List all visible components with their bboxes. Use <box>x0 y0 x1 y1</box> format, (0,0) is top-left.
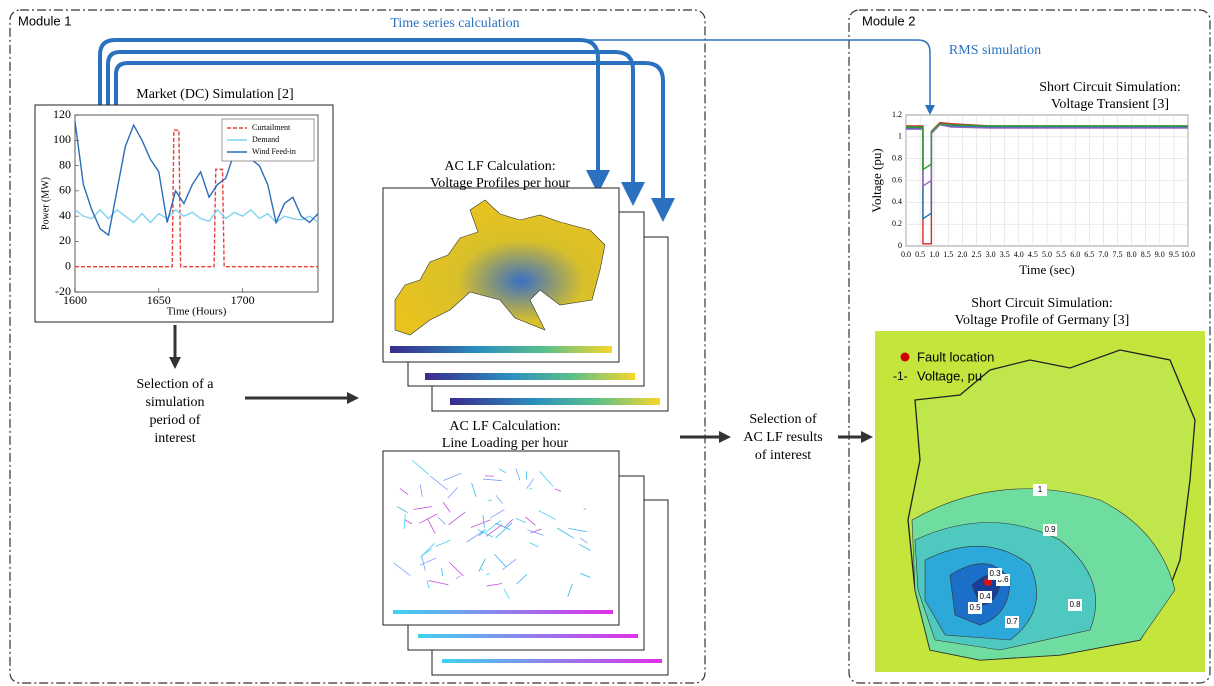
contour-label: 0.8 <box>1069 600 1081 609</box>
x-tick-label: 7.0 <box>1098 250 1108 259</box>
x-tick-label: 6.0 <box>1070 250 1080 259</box>
y-tick-label: 100 <box>53 132 71 146</box>
stack-title: Voltage Profiles per hour <box>430 176 570 191</box>
y-tick-label: 1 <box>898 132 902 141</box>
chart-title: Market (DC) Simulation [2] <box>136 87 293 102</box>
x-tick-label: 6.5 <box>1084 250 1094 259</box>
legend-label: Curtailment <box>252 123 291 132</box>
colorbar <box>442 659 662 663</box>
colorbar <box>450 398 660 405</box>
contour-label: 1 <box>1038 485 1043 494</box>
x-tick-label: 10.0 <box>1181 250 1195 259</box>
legend-label: Wind Feed-in <box>252 147 296 156</box>
map-title: Voltage Profile of Germany [3] <box>955 313 1130 328</box>
colorbar <box>390 346 612 353</box>
x-tick-label: 1700 <box>231 293 255 307</box>
x-tick-label: 2.0 <box>957 250 967 259</box>
contour-label: 0.7 <box>1006 617 1018 626</box>
x-tick-label: 0.5 <box>915 250 925 259</box>
step-text: simulation <box>145 395 204 410</box>
colorbar <box>418 634 638 638</box>
legend-text: Fault location <box>917 349 994 364</box>
y-axis-label: Voltage (pu) <box>869 148 884 212</box>
x-tick-label: 1.5 <box>943 250 953 259</box>
step-text: Selection of <box>749 412 817 427</box>
x-tick-label: 3.0 <box>986 250 996 259</box>
x-tick-label: 9.0 <box>1155 250 1165 259</box>
y-tick-label: 40 <box>59 208 71 222</box>
step-text: of interest <box>755 448 811 463</box>
step-text: interest <box>154 431 195 446</box>
x-tick-label: 5.5 <box>1056 250 1066 259</box>
diagram: Module 1 Module 2 Time series calculatio… <box>0 0 1214 686</box>
map-frame <box>383 451 619 625</box>
legend-text: Voltage, pu <box>917 368 982 383</box>
y-tick-label: 80 <box>59 157 71 171</box>
x-tick-label: 2.5 <box>972 250 982 259</box>
legend-marker <box>901 353 910 362</box>
map-title: Short Circuit Simulation: <box>971 296 1113 311</box>
x-tick-label: 1.0 <box>929 250 939 259</box>
x-tick-label: 8.0 <box>1127 250 1137 259</box>
colorbar <box>425 373 635 380</box>
chart-title: Short Circuit Simulation: <box>1039 80 1181 95</box>
y-tick-label: 20 <box>59 233 71 247</box>
arrow-label: RMS simulation <box>949 43 1041 58</box>
x-tick-label: 1600 <box>63 293 87 307</box>
x-tick-label: 4.0 <box>1014 250 1024 259</box>
y-tick-label: 0.2 <box>892 219 902 228</box>
chart-title: Voltage Transient [3] <box>1051 97 1169 112</box>
x-tick-label: 7.5 <box>1113 250 1123 259</box>
contour-label: 0.3 <box>989 569 1001 578</box>
x-tick-label: 0.0 <box>901 250 911 259</box>
stack-title: AC LF Calculation: <box>449 419 560 434</box>
y-tick-label: 0.6 <box>892 175 902 184</box>
stack-title: Line Loading per hour <box>442 436 569 451</box>
colorbar <box>393 610 613 614</box>
step-text: Selection of a <box>137 377 215 392</box>
module-label: Module 1 <box>18 13 71 28</box>
contour-label: 0.4 <box>979 592 991 601</box>
x-tick-label: 4.5 <box>1028 250 1038 259</box>
y-tick-label: 1.2 <box>892 110 902 119</box>
y-tick-label: 0.8 <box>892 153 902 162</box>
x-axis-label: Time (Hours) <box>167 306 227 318</box>
contour-label: 0.5 <box>969 603 981 612</box>
x-tick-label: 9.5 <box>1169 250 1179 259</box>
y-tick-label: 0.4 <box>892 197 902 206</box>
x-tick-label: 8.5 <box>1141 250 1151 259</box>
y-tick-label: 0 <box>65 258 71 272</box>
y-tick-label: 60 <box>59 183 71 197</box>
y-axis-label: Power (MW) <box>40 177 51 230</box>
x-tick-label: 5.0 <box>1042 250 1052 259</box>
stack-title: AC LF Calculation: <box>444 159 555 174</box>
module-label: Module 2 <box>862 13 915 28</box>
arrow-label: Time series calculation <box>390 16 519 31</box>
contour-label: 0.9 <box>1044 525 1056 534</box>
legend-label: Demand <box>252 135 279 144</box>
y-tick-label: 120 <box>53 107 71 121</box>
step-text: period of <box>150 413 201 428</box>
x-axis-label: Time (sec) <box>1019 262 1075 277</box>
step-text: AC LF results <box>743 430 822 445</box>
x-tick-label: 3.5 <box>1000 250 1010 259</box>
y-tick-label: 0 <box>898 241 902 250</box>
legend-symbol: -1- <box>893 369 908 383</box>
